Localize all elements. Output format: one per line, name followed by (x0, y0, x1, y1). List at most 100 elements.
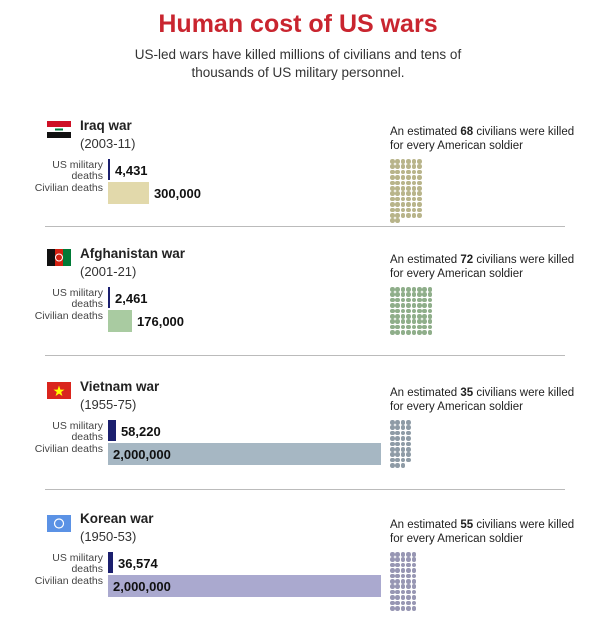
ratio-text: An estimated 72 civilians were killed fo… (390, 253, 575, 281)
dot (427, 303, 433, 308)
ratio-text: An estimated 55 civilians were killed fo… (390, 518, 575, 546)
dot (390, 579, 395, 584)
dot (406, 447, 411, 452)
dot (395, 319, 400, 324)
dot (400, 562, 406, 568)
war-years: (2003-11) (80, 136, 136, 151)
dot (390, 425, 395, 430)
dot (390, 562, 395, 568)
dot (427, 292, 433, 297)
ratio-suffix: civilians were killed for every American… (390, 126, 575, 152)
dot (411, 579, 417, 584)
dot (390, 420, 395, 425)
dot (411, 314, 417, 319)
dot (390, 568, 395, 573)
dot (411, 303, 417, 308)
dot (417, 202, 422, 207)
dot (417, 297, 422, 303)
divider (45, 355, 565, 356)
dot (406, 319, 411, 324)
dot (406, 303, 411, 308)
dot (411, 600, 417, 606)
dot (406, 314, 411, 319)
dot (406, 552, 411, 557)
dot (390, 175, 395, 180)
dot (400, 584, 406, 589)
dot (406, 202, 411, 207)
ratio-prefix: An estimated (390, 519, 458, 531)
dot (390, 218, 395, 223)
dot (427, 287, 433, 292)
dot (411, 213, 417, 218)
dot (411, 297, 417, 303)
flag-un (47, 515, 71, 532)
dot (390, 584, 395, 589)
dot (400, 164, 406, 169)
dot (400, 552, 406, 557)
dot (406, 186, 411, 191)
dot (411, 573, 417, 579)
ratio-prefix: An estimated (390, 387, 458, 399)
dot (417, 180, 422, 186)
dot (411, 595, 417, 600)
dot (395, 562, 400, 568)
dot (400, 180, 406, 186)
dot (400, 175, 406, 180)
dot (411, 324, 417, 330)
dot (417, 308, 422, 314)
dot (395, 180, 400, 186)
dot (400, 595, 406, 600)
dot (400, 314, 406, 319)
dot (400, 303, 406, 308)
dot (422, 319, 427, 324)
dot (406, 297, 411, 303)
dot (390, 589, 395, 595)
category-label: Civilian deaths (34, 310, 103, 322)
value-label: 36,574 (117, 556, 158, 571)
dot (406, 164, 411, 169)
flag-vietnam (47, 382, 71, 399)
dot (417, 319, 422, 324)
dot (395, 557, 400, 562)
dot (417, 330, 422, 335)
war-name: Iraq war (80, 118, 132, 133)
dot (400, 557, 406, 562)
dot (395, 324, 400, 330)
dot (395, 159, 400, 164)
dot (411, 159, 417, 164)
dot (395, 169, 400, 175)
dot (395, 164, 400, 169)
dot (406, 292, 411, 297)
dot (400, 330, 406, 335)
war-years: (2001-21) (80, 264, 137, 279)
ratio-value: 72 (460, 254, 474, 266)
title: Human cost of US wars (158, 10, 438, 38)
dot (417, 213, 422, 218)
dot (406, 557, 411, 562)
dot (422, 308, 427, 314)
dot (411, 287, 417, 292)
dot (406, 425, 411, 430)
dot (417, 207, 422, 213)
dot (390, 292, 395, 297)
dot (400, 600, 406, 606)
value-label: 2,000,000 (113, 579, 171, 594)
dot (400, 430, 406, 436)
dot (390, 595, 395, 600)
dot (395, 287, 400, 292)
dot (390, 164, 395, 169)
ratio-suffix: civilians were killed for every American… (390, 519, 575, 545)
dot (411, 202, 417, 207)
dot (395, 314, 400, 319)
dot (400, 441, 406, 447)
dot (400, 589, 406, 595)
dot (406, 452, 411, 457)
dot (406, 213, 411, 218)
dot (422, 303, 427, 308)
bar (108, 552, 113, 573)
dot (395, 191, 400, 196)
dot (406, 191, 411, 196)
dot (417, 191, 422, 196)
divider (45, 489, 565, 490)
dot (406, 568, 411, 573)
